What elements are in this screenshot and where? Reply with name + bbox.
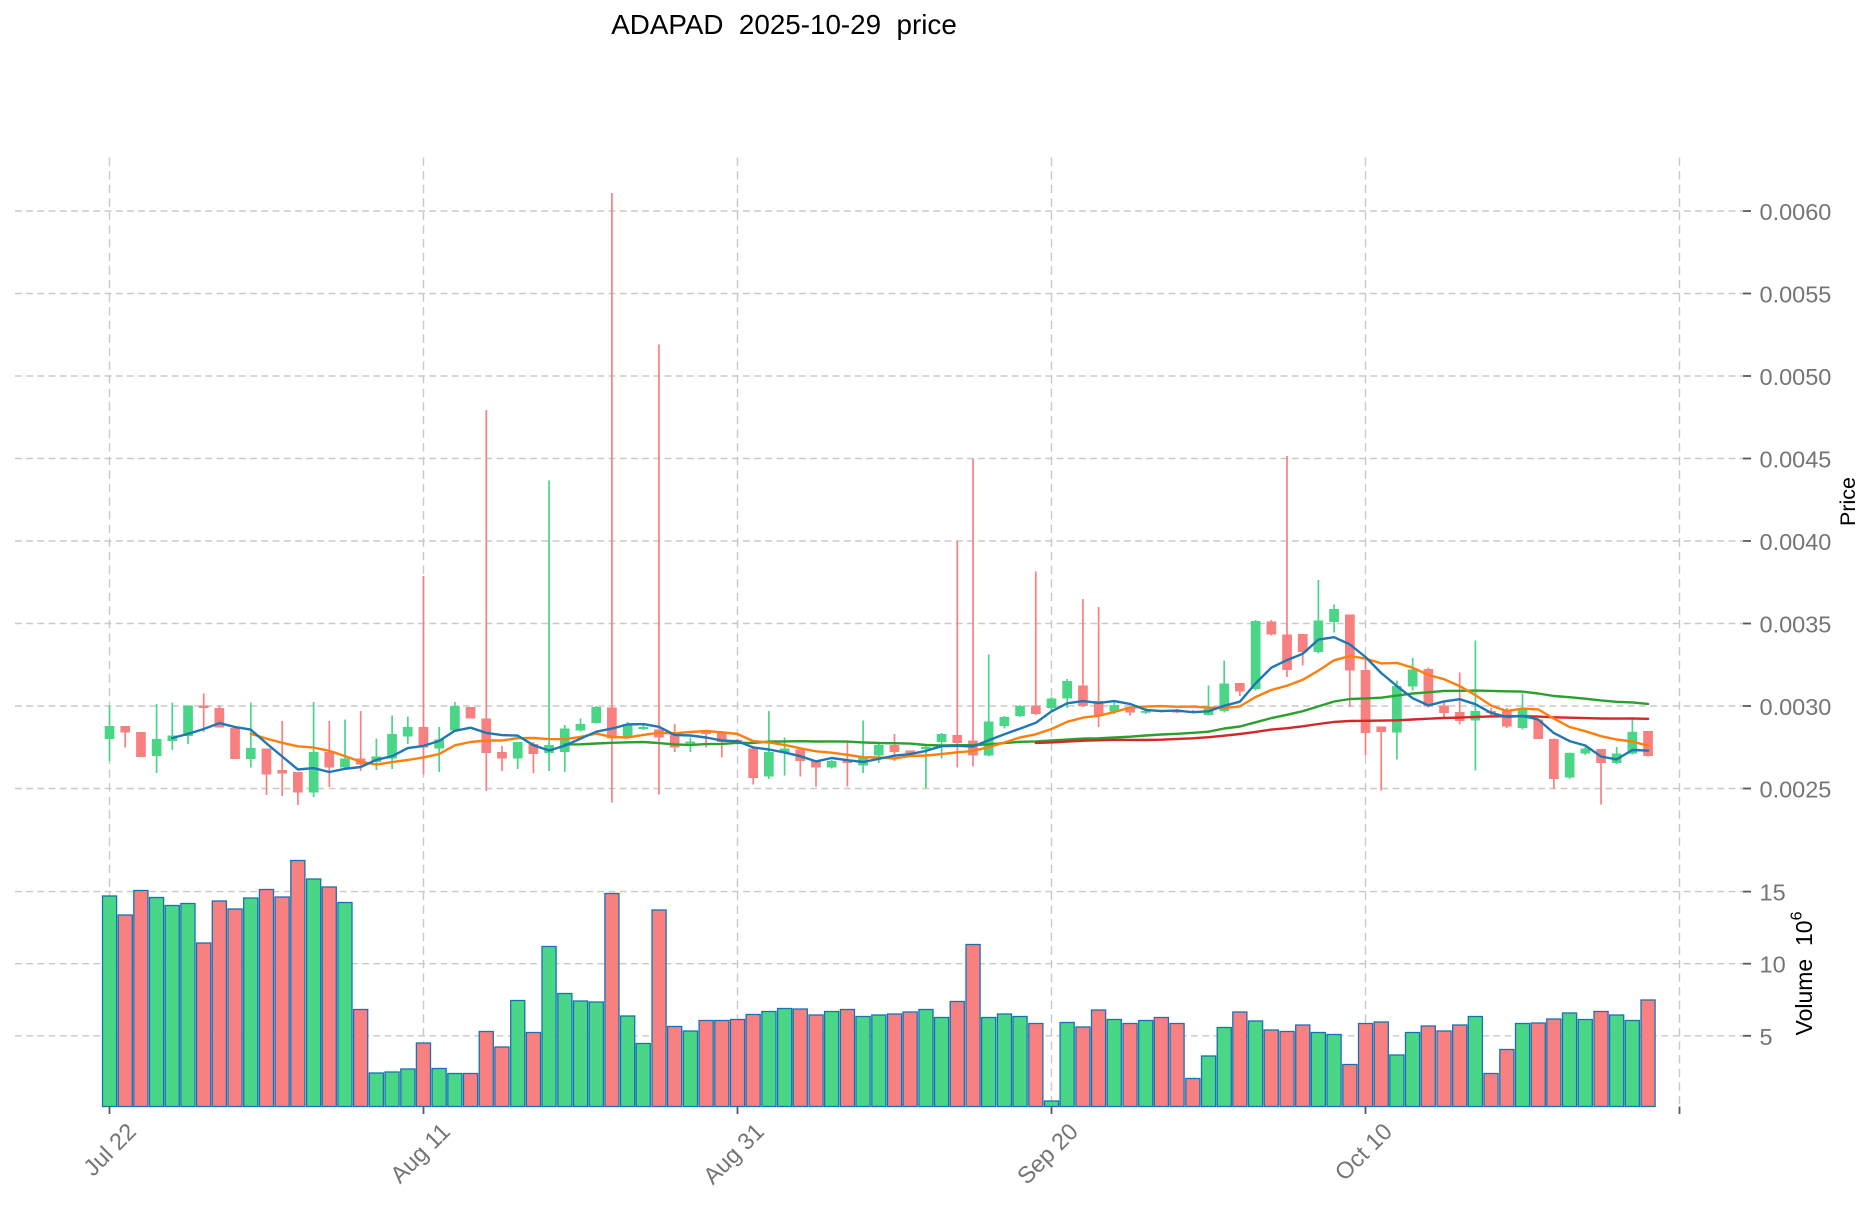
svg-text:0.0055: 0.0055 bbox=[1760, 282, 1832, 308]
svg-text:0.0045: 0.0045 bbox=[1760, 447, 1832, 473]
svg-text:10: 10 bbox=[1760, 952, 1786, 978]
svg-text:0.0050: 0.0050 bbox=[1760, 364, 1832, 390]
svg-text:5: 5 bbox=[1760, 1024, 1773, 1050]
svg-text:0.0030: 0.0030 bbox=[1760, 694, 1832, 720]
svg-text:0.0035: 0.0035 bbox=[1760, 612, 1832, 638]
svg-text:15: 15 bbox=[1760, 880, 1786, 906]
svg-text:Volume 106: Volume 106 bbox=[1789, 911, 1818, 1035]
svg-text:0.0025: 0.0025 bbox=[1760, 777, 1832, 803]
svg-text:0.0040: 0.0040 bbox=[1760, 529, 1832, 555]
svg-text:Price: Price bbox=[1836, 477, 1860, 526]
svg-text:ADAPAD 2025-10-29 price: ADAPAD 2025-10-29 price bbox=[611, 9, 957, 40]
svg-text:0.0060: 0.0060 bbox=[1760, 199, 1832, 225]
